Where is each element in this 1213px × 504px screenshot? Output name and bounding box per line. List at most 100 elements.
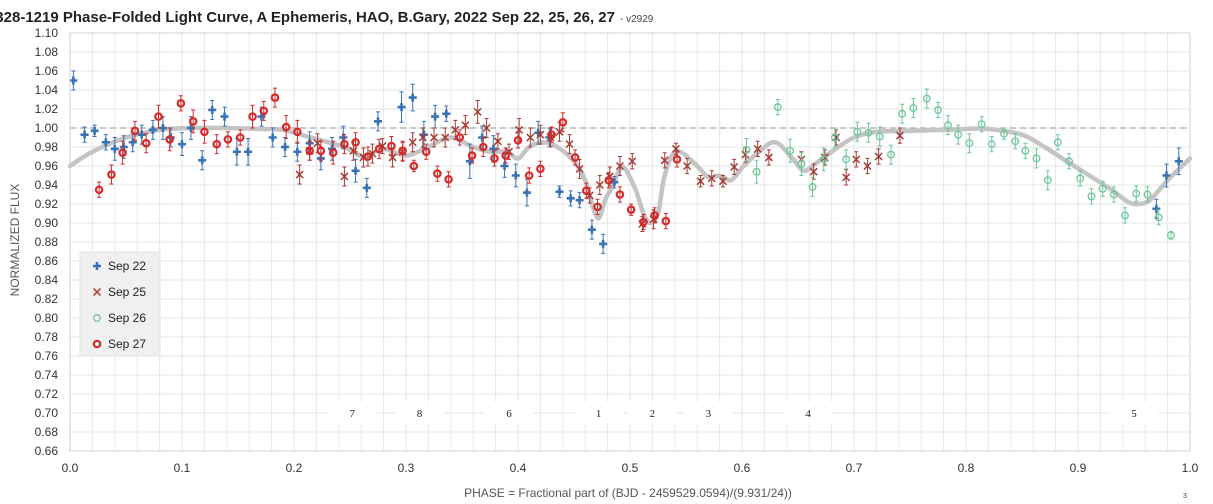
data-point — [1154, 213, 1163, 222]
legend-marker — [93, 262, 101, 270]
error-bar — [641, 213, 646, 231]
y-tick-label: 0.82 — [35, 292, 59, 306]
error-bar — [365, 146, 370, 167]
data-point — [1109, 190, 1118, 199]
x-axis-label: PHASE = Fractional part of (BJD - 245952… — [464, 486, 792, 500]
error-bar — [109, 164, 114, 185]
data-point — [270, 93, 280, 102]
error-bar — [202, 119, 207, 144]
legend-marker — [92, 339, 102, 349]
x-tick-label: 0.8 — [958, 461, 975, 475]
x-tick-label: 0.2 — [286, 461, 303, 475]
error-bar — [156, 104, 161, 129]
data-point — [200, 127, 209, 137]
annotation-label: 2 — [650, 408, 656, 420]
data-point — [478, 142, 488, 152]
error-bar — [584, 182, 589, 199]
error-bar — [272, 87, 277, 108]
error-bar — [178, 95, 183, 112]
data-point — [293, 147, 302, 156]
data-point — [944, 121, 953, 130]
data-point — [1132, 189, 1141, 198]
series-group — [69, 70, 1183, 254]
data-point — [188, 117, 198, 126]
error-bar — [120, 140, 125, 165]
error-bar — [832, 127, 837, 148]
data-point — [1098, 184, 1107, 193]
y-tick-label: 1.02 — [35, 102, 59, 116]
annotation-label: 4 — [805, 408, 811, 420]
y-tick-label: 0.92 — [35, 197, 59, 211]
data-point — [536, 164, 545, 174]
data-point — [232, 147, 241, 156]
y-tick-label: 0.80 — [35, 311, 59, 325]
data-point — [526, 133, 535, 142]
data-point — [141, 138, 151, 148]
y-tick-label: 1.06 — [35, 64, 59, 78]
x-tick-label: 0.9 — [1070, 461, 1087, 475]
data-point — [473, 107, 482, 116]
data-point — [753, 144, 762, 153]
data-point — [515, 125, 524, 134]
data-point — [316, 146, 326, 156]
error-bar — [956, 124, 961, 145]
legend-marker — [92, 287, 102, 297]
error-bar — [675, 151, 680, 168]
error-bar — [573, 149, 578, 166]
error-bar — [936, 101, 940, 119]
error-bar — [844, 149, 849, 170]
data-point — [587, 225, 596, 234]
error-bar — [353, 132, 358, 153]
data-point — [293, 127, 302, 137]
error-bar — [1089, 188, 1094, 205]
error-bar — [527, 167, 532, 184]
data-point — [493, 137, 502, 146]
annotation-box — [628, 401, 677, 424]
data-point — [797, 160, 806, 169]
legend-box — [79, 251, 161, 357]
data-point — [909, 104, 918, 112]
data-point — [842, 173, 851, 182]
error-bar — [342, 134, 347, 155]
data-point — [433, 169, 442, 178]
error-bar — [1045, 170, 1050, 191]
data-point — [137, 130, 146, 139]
data-point — [615, 161, 624, 171]
annotation-box — [485, 401, 534, 424]
data-point — [934, 105, 942, 114]
error-bar — [214, 134, 219, 155]
error-bar — [284, 115, 289, 139]
error-bar — [900, 103, 905, 124]
data-point — [671, 144, 680, 153]
data-point — [558, 118, 568, 127]
y-tick-label: 0.78 — [35, 330, 59, 344]
data-point — [730, 162, 739, 171]
data-point — [898, 109, 907, 118]
data-point — [268, 133, 277, 142]
data-point — [570, 153, 580, 162]
legend-label: Sep 26 — [108, 311, 146, 325]
error-bar — [400, 140, 405, 161]
y-tick-label: 0.70 — [35, 406, 59, 420]
error-bar — [503, 147, 508, 164]
data-point — [235, 133, 245, 142]
annotation-label: 5 — [1131, 408, 1137, 420]
x-tick-label: 0.3 — [398, 461, 415, 475]
x-tick-labels: 0.0 0.1 0.2 0.3 0.4 0.5 0.6 0.7 0.8 0.9 1.0 — [62, 461, 1199, 475]
data-point — [408, 93, 417, 102]
data-point — [378, 142, 387, 151]
data-point — [511, 171, 520, 180]
error-bar — [481, 137, 486, 157]
error-bar — [799, 152, 804, 176]
data-point — [442, 109, 451, 118]
y-tick-label: 0.98 — [35, 140, 59, 154]
data-point — [501, 151, 510, 160]
chart-title: J0328-1219 Phase-Folded Light Curve, A E… — [0, 9, 615, 26]
data-point — [80, 130, 89, 139]
x-tick-label: 0.5 — [622, 461, 639, 475]
error-bar — [744, 137, 749, 162]
data-point — [853, 127, 862, 136]
data-point — [340, 139, 349, 149]
data-point — [566, 194, 575, 203]
data-point — [639, 217, 648, 227]
